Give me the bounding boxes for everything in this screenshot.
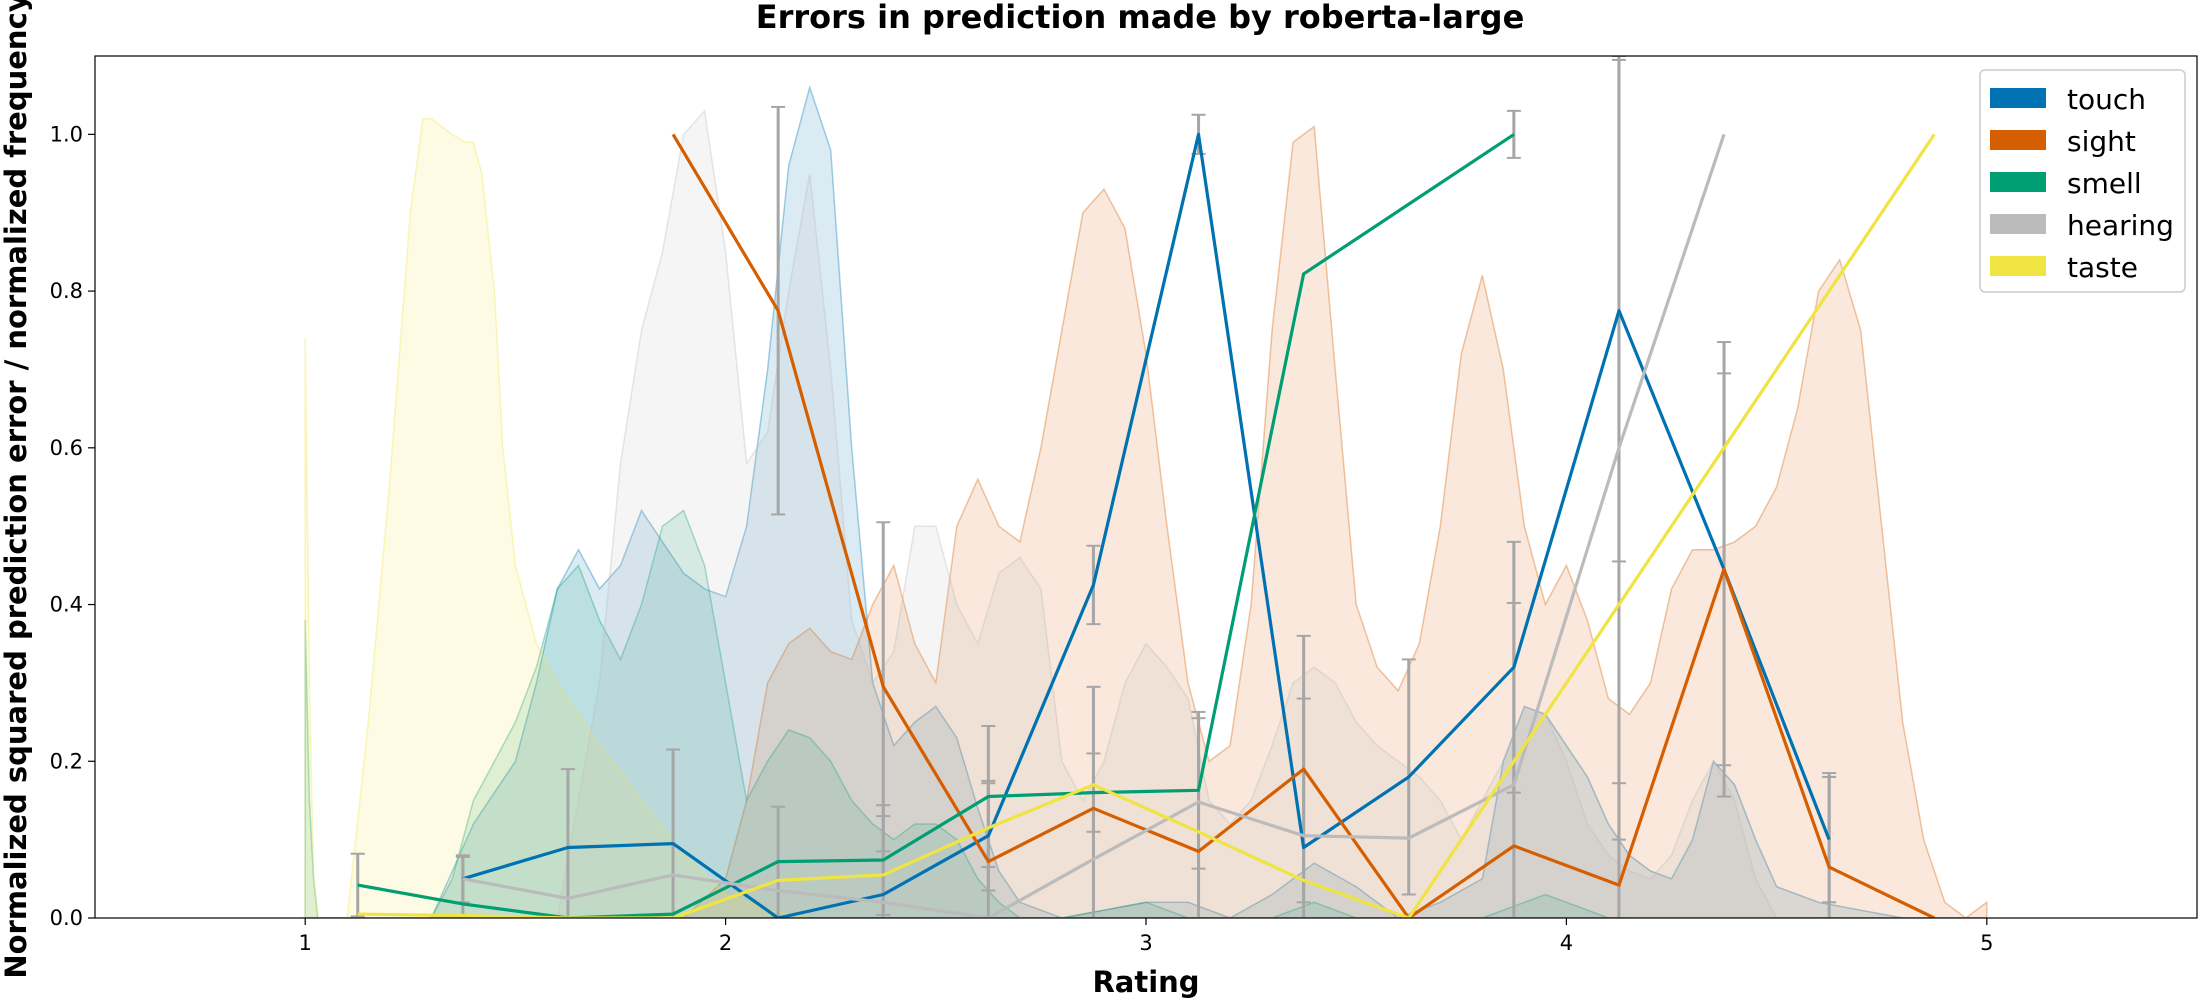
legend-swatch-smell xyxy=(1990,172,2046,192)
x-tick-label: 5 xyxy=(1980,931,1993,955)
y-tick-label: 0.8 xyxy=(50,279,83,303)
legend: touch sight smell hearing taste xyxy=(1979,69,2186,293)
axes: 1 2 3 4 5 0.0 0.2 0.4 0.6 0.8 1.0 xyxy=(50,55,2198,955)
hearing-distribution-area xyxy=(556,109,1778,918)
sight-line xyxy=(671,133,1935,918)
x-axis-label: Rating xyxy=(1092,965,1199,999)
legend-label-taste: taste xyxy=(2067,251,2138,284)
legend-swatch-taste xyxy=(1990,256,2046,276)
smell-distribution-area xyxy=(304,509,1609,918)
chart-title: Errors in prediction made by roberta-lar… xyxy=(756,0,1525,36)
x-tick-label: 1 xyxy=(299,931,312,955)
legend-label-smell: smell xyxy=(2067,167,2142,200)
legend-label-sight: sight xyxy=(2067,125,2136,158)
legend-swatch-sight xyxy=(1990,130,2046,150)
y-tick-label: 0.0 xyxy=(50,906,83,930)
y-tick-label: 0.4 xyxy=(50,593,83,617)
y-tick-label: 0.6 xyxy=(50,436,83,460)
legend-label-hearing: hearing xyxy=(2067,209,2174,242)
sight-distribution-area xyxy=(662,125,1988,918)
legend-label-touch: touch xyxy=(2067,83,2146,116)
plot-area xyxy=(301,56,1988,918)
x-tick-label: 3 xyxy=(1139,931,1152,955)
taste-distribution-area xyxy=(304,117,810,918)
x-tick-label: 2 xyxy=(719,931,732,955)
legend-box xyxy=(1979,69,2186,293)
y-tick-label: 0.2 xyxy=(50,749,83,773)
legend-swatch-hearing xyxy=(1990,214,2046,234)
taste-line xyxy=(357,133,1936,918)
touch-line xyxy=(462,132,1831,918)
x-tick-label: 4 xyxy=(1560,931,1573,955)
distribution-areas xyxy=(301,84,1988,918)
series-lines xyxy=(357,132,1936,918)
touch-distribution-area xyxy=(301,84,1987,918)
legend-swatch-touch xyxy=(1990,88,2046,108)
hearing-line xyxy=(462,133,1726,918)
smell-line xyxy=(357,133,1515,918)
y-axis-label: Normalized squared prediction error / no… xyxy=(0,0,33,979)
y-tick-label: 1.0 xyxy=(50,122,83,146)
